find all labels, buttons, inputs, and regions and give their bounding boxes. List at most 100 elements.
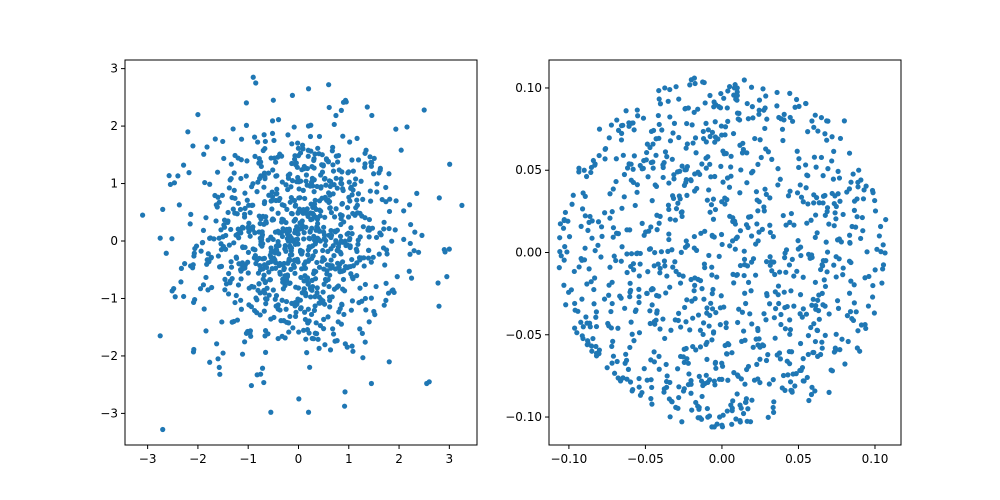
right-data-point xyxy=(723,351,730,357)
right-y-tick-label: 0.00 xyxy=(515,246,542,260)
left-data-point xyxy=(163,250,169,256)
left-data-point xyxy=(305,86,312,92)
left-data-point xyxy=(322,242,328,248)
right-data-point xyxy=(813,212,819,218)
left-data-point xyxy=(235,282,242,288)
right-data-point xyxy=(690,343,696,350)
right-data-point xyxy=(718,123,725,129)
right-data-point xyxy=(681,182,688,189)
left-data-point xyxy=(330,168,337,174)
left-data-point xyxy=(214,169,221,175)
left-data-point xyxy=(408,221,414,228)
right-data-point xyxy=(740,140,746,146)
left-data-point xyxy=(382,262,388,268)
left-data-point xyxy=(295,231,301,237)
right-data-point xyxy=(722,201,728,207)
left-data-point xyxy=(284,226,290,233)
left-data-point xyxy=(310,253,316,259)
right-data-point xyxy=(732,246,738,252)
left-data-point xyxy=(219,319,225,325)
left-data-point xyxy=(338,216,344,222)
right-data-point xyxy=(592,162,598,168)
right-data-point xyxy=(699,393,705,400)
left-data-point xyxy=(242,339,248,345)
right-data-point xyxy=(636,375,642,382)
right-data-point xyxy=(824,269,830,275)
left-data-point xyxy=(360,224,366,230)
right-data-point xyxy=(737,402,743,408)
left-data-point xyxy=(305,153,311,159)
right-data-point xyxy=(721,304,727,310)
right-data-point xyxy=(800,199,806,205)
right-data-point xyxy=(663,378,670,385)
right-data-point xyxy=(813,303,819,309)
right-data-point xyxy=(737,262,744,269)
right-data-point xyxy=(736,110,742,116)
right-data-point xyxy=(767,222,773,228)
right-data-point xyxy=(727,243,733,249)
left-data-point xyxy=(275,238,281,245)
right-data-point xyxy=(583,173,590,180)
left-data-point xyxy=(233,292,239,299)
left-data-point xyxy=(314,259,320,266)
right-data-point xyxy=(695,106,701,112)
right-data-point xyxy=(699,286,705,292)
left-data-point xyxy=(199,240,205,246)
right-data-point xyxy=(759,226,765,232)
left-data-point xyxy=(167,181,174,188)
left-axes-frame xyxy=(124,59,478,446)
left-data-point xyxy=(411,248,417,254)
left-data-point xyxy=(319,169,326,175)
right-data-point xyxy=(791,273,797,279)
left-data-point xyxy=(326,294,333,300)
left-data-point xyxy=(337,233,344,239)
left-data-point xyxy=(349,256,355,263)
right-data-point xyxy=(675,366,681,372)
left-y-tick-label: 1 xyxy=(110,177,118,191)
left-data-point xyxy=(188,263,194,269)
right-data-point xyxy=(819,345,825,351)
left-data-point xyxy=(254,189,260,195)
left-data-point xyxy=(338,181,345,187)
left-data-point xyxy=(289,141,295,147)
left-data-point xyxy=(328,257,334,263)
right-data-point xyxy=(781,289,787,295)
right-data-point xyxy=(560,225,567,231)
left-data-point xyxy=(322,214,328,220)
left-data-point xyxy=(275,306,281,312)
left-data-point xyxy=(359,298,365,304)
right-data-point xyxy=(861,187,867,193)
left-data-point xyxy=(290,325,296,331)
left-data-point xyxy=(341,403,348,409)
right-data-point xyxy=(770,234,776,240)
right-data-point xyxy=(834,298,841,304)
right-data-point xyxy=(814,230,820,236)
left-y-tick-label: −2 xyxy=(100,349,118,363)
right-data-point xyxy=(607,264,613,270)
right-data-point xyxy=(846,150,853,156)
left-data-point xyxy=(238,306,245,312)
right-data-point xyxy=(830,176,837,182)
right-data-point xyxy=(851,300,857,306)
left-data-point xyxy=(249,226,256,232)
left-data-point xyxy=(256,156,262,162)
right-data-point xyxy=(764,293,770,299)
left-data-point xyxy=(354,135,360,141)
right-data-point xyxy=(709,129,716,136)
right-data-point xyxy=(811,154,818,160)
left-data-point xyxy=(350,168,356,174)
left-data-point xyxy=(312,248,318,255)
right-data-point xyxy=(733,416,739,422)
left-data-point xyxy=(311,307,318,313)
right-data-point xyxy=(707,209,713,215)
right-data-point xyxy=(818,114,825,121)
left-data-point xyxy=(300,187,306,193)
left-data-point xyxy=(337,269,343,275)
left-data-point xyxy=(218,241,224,247)
right-data-point xyxy=(723,320,729,326)
right-data-point xyxy=(839,336,845,342)
left-data-point xyxy=(226,185,232,191)
right-data-point xyxy=(774,352,780,358)
left-data-point xyxy=(306,257,312,263)
left-data-point xyxy=(251,284,257,290)
